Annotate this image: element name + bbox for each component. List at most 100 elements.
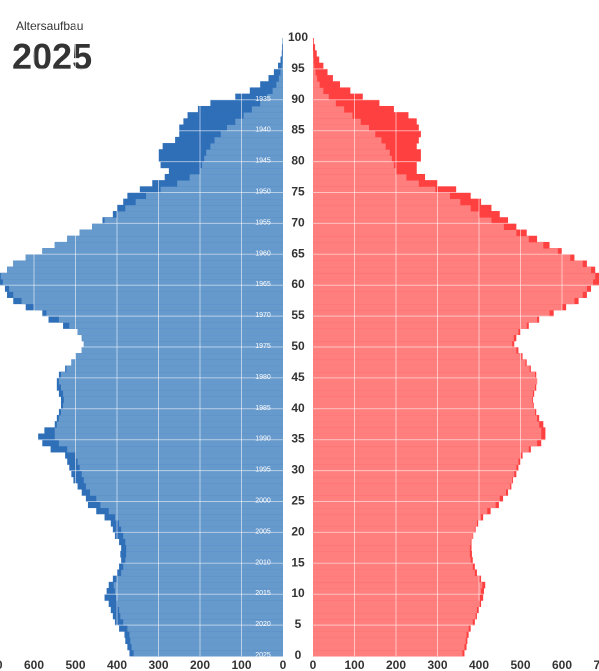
female-bar xyxy=(313,322,527,329)
male-bar xyxy=(280,68,283,76)
birth-year-label: 1950 xyxy=(255,189,271,196)
female-bar xyxy=(313,136,382,144)
age-tick-label: 65 xyxy=(291,246,305,260)
age-tick-label: 55 xyxy=(291,308,305,322)
birth-year-label: 1935 xyxy=(255,96,271,103)
male-bar xyxy=(0,272,284,280)
male-bar xyxy=(202,161,283,169)
female-bar xyxy=(313,427,542,434)
male-bar-excess xyxy=(273,68,283,76)
age-tick-label: 85 xyxy=(291,123,305,137)
female-bar xyxy=(313,390,533,397)
male-bar-excess xyxy=(197,105,283,113)
female-bar xyxy=(313,272,596,280)
male-bar xyxy=(69,322,284,329)
male-bar xyxy=(71,359,283,366)
female-bar xyxy=(313,217,492,224)
male-bar xyxy=(114,588,283,595)
age-tick-label: 0 xyxy=(295,648,302,662)
male-bar xyxy=(46,309,284,317)
male-bar xyxy=(251,105,283,113)
age-tick-label: 20 xyxy=(291,524,305,538)
male-bar xyxy=(243,112,283,119)
female-bar xyxy=(313,433,542,441)
male-bar xyxy=(63,396,283,404)
female-bar xyxy=(313,334,514,342)
x-axis-ticks: 700 600 500 400 300 200 100 0 0 100 200 300 400 500 60… xyxy=(0,658,599,671)
birth-year-label: 2010 xyxy=(255,559,271,566)
female-bar xyxy=(313,637,466,645)
age-tick-label: 45 xyxy=(291,370,305,384)
birth-year-label: 1960 xyxy=(255,250,271,257)
age-labels: 0 5 10 15 20 25 30 35 40 45 50 55 60 65 70 75 80 85 90 95 10… xyxy=(288,30,308,662)
male-bar-excess xyxy=(187,112,283,119)
female-bar xyxy=(313,631,467,638)
male-bar xyxy=(75,452,283,459)
x-tick-label-male: 200 xyxy=(190,658,210,671)
male-bar xyxy=(81,470,283,478)
age-tick-label: 15 xyxy=(291,555,305,569)
female-bar xyxy=(313,470,515,478)
male-bar xyxy=(90,489,284,496)
male-bar xyxy=(125,557,283,564)
female-bar xyxy=(313,75,318,82)
x-tick-label-female: 200 xyxy=(386,658,406,671)
male-bar xyxy=(125,538,283,546)
female-bar xyxy=(313,439,538,447)
female-bar xyxy=(313,291,583,298)
female-bar xyxy=(313,464,517,471)
female-bar xyxy=(313,495,500,502)
male-bar xyxy=(235,118,283,125)
female-bar xyxy=(313,93,329,101)
female-bar xyxy=(313,526,475,533)
male-bar xyxy=(67,235,283,243)
female-bar xyxy=(313,266,592,274)
female-bar xyxy=(313,130,376,138)
age-tick-label: 50 xyxy=(291,339,305,353)
age-tick-label: 75 xyxy=(291,185,305,199)
female-bar xyxy=(313,223,504,230)
male-bar xyxy=(119,606,283,614)
male-bar xyxy=(189,173,283,181)
male-bar xyxy=(54,433,283,441)
x-tick-label-male: 600 xyxy=(24,658,44,671)
male-bar xyxy=(58,439,284,447)
male-bar-excess xyxy=(268,75,283,82)
female-bar xyxy=(313,476,513,484)
birth-year-label: 2000 xyxy=(255,498,271,505)
male-bar xyxy=(281,62,283,70)
female-bar xyxy=(313,316,538,323)
male-bar xyxy=(206,149,283,156)
female-bar xyxy=(313,612,476,620)
female-bar xyxy=(313,248,558,255)
female-bar-excess xyxy=(313,56,320,64)
male-bar xyxy=(63,402,283,410)
x-tick-label-female: 600 xyxy=(552,658,572,671)
female-bar xyxy=(313,402,533,410)
male-bar xyxy=(25,254,283,261)
female-bar xyxy=(313,353,522,360)
female-bar xyxy=(313,649,463,657)
female-bar xyxy=(313,56,314,64)
male-bar xyxy=(2,279,283,286)
female-bar-excess xyxy=(313,93,363,101)
female-bar xyxy=(313,384,536,391)
male-bar xyxy=(58,414,284,422)
male-bar xyxy=(114,513,283,521)
x-tick-label-female: 500 xyxy=(510,658,530,671)
female-bar xyxy=(313,87,324,95)
female-bar xyxy=(313,347,517,354)
male-bar xyxy=(131,643,283,651)
male-bar xyxy=(100,501,284,509)
female-bar xyxy=(313,458,519,465)
female-bar xyxy=(313,186,436,193)
male-bar xyxy=(126,544,283,552)
x-tick-label-male: 400 xyxy=(107,658,127,671)
female-bar xyxy=(313,557,471,564)
female-bar xyxy=(313,105,345,113)
female-bar-excess xyxy=(313,68,328,76)
male-bar xyxy=(63,390,283,397)
female-bar xyxy=(313,377,538,385)
male-bar xyxy=(77,328,283,336)
male-bar xyxy=(77,458,283,465)
